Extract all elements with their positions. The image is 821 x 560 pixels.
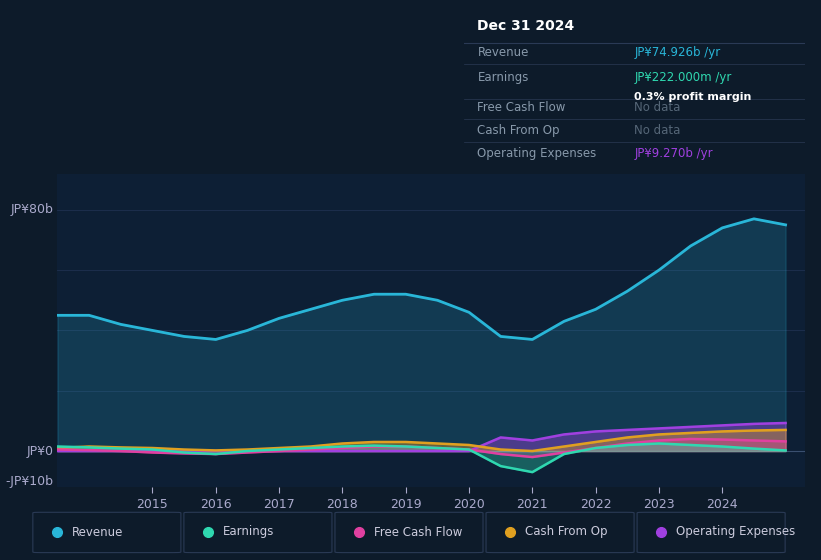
Text: Operating Expenses: Operating Expenses xyxy=(478,147,597,160)
Text: Earnings: Earnings xyxy=(478,71,529,84)
Text: Free Cash Flow: Free Cash Flow xyxy=(478,100,566,114)
Text: No data: No data xyxy=(635,124,681,137)
Text: JP¥80b: JP¥80b xyxy=(11,203,53,216)
Text: Earnings: Earnings xyxy=(223,525,274,539)
FancyBboxPatch shape xyxy=(637,512,785,553)
Text: Revenue: Revenue xyxy=(72,525,123,539)
FancyBboxPatch shape xyxy=(486,512,634,553)
Text: JP¥9.270b /yr: JP¥9.270b /yr xyxy=(635,147,713,160)
Text: -JP¥10b: -JP¥10b xyxy=(6,475,53,488)
Text: 0.3% profit margin: 0.3% profit margin xyxy=(635,92,751,102)
FancyBboxPatch shape xyxy=(335,512,483,553)
Text: No data: No data xyxy=(635,100,681,114)
Text: Free Cash Flow: Free Cash Flow xyxy=(374,525,462,539)
Text: JP¥222.000m /yr: JP¥222.000m /yr xyxy=(635,71,732,84)
FancyBboxPatch shape xyxy=(184,512,332,553)
Text: Dec 31 2024: Dec 31 2024 xyxy=(478,20,575,34)
Text: Cash From Op: Cash From Op xyxy=(525,525,608,539)
Text: Operating Expenses: Operating Expenses xyxy=(677,525,796,539)
Text: JP¥0: JP¥0 xyxy=(26,445,53,458)
FancyBboxPatch shape xyxy=(33,512,181,553)
Text: JP¥74.926b /yr: JP¥74.926b /yr xyxy=(635,46,721,59)
Text: Revenue: Revenue xyxy=(478,46,529,59)
Text: Cash From Op: Cash From Op xyxy=(478,124,560,137)
